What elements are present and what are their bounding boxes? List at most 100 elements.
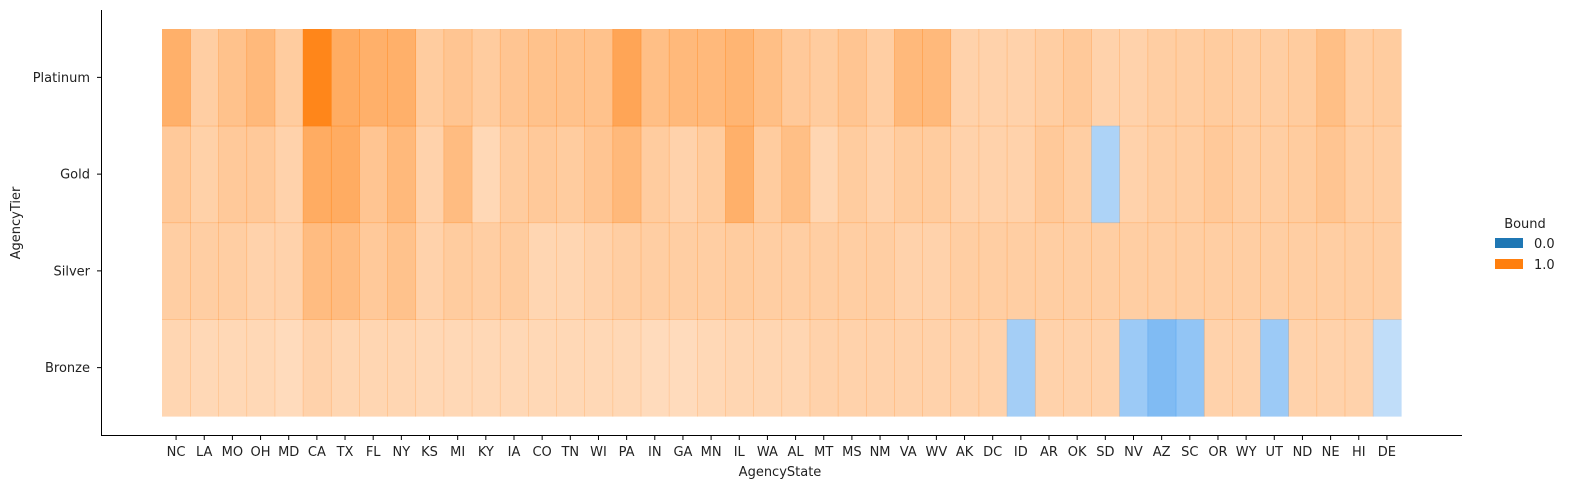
y-tick-label: Bronze	[45, 361, 90, 376]
heatmap-cell	[837, 319, 867, 417]
heatmap-cell	[302, 319, 332, 417]
heatmap-cell	[162, 222, 191, 320]
legend-swatch	[1495, 259, 1523, 269]
heatmap-cell	[1260, 319, 1289, 417]
heatmap-cell	[922, 222, 952, 320]
heatmap-cell	[471, 29, 501, 127]
heatmap-cell	[697, 222, 726, 320]
x-tick-label: DE	[1378, 445, 1396, 460]
heatmap-cell	[978, 319, 1008, 417]
heatmap-cell	[387, 29, 417, 127]
heatmap-cell	[218, 125, 248, 224]
heatmap-cell	[668, 319, 698, 417]
heatmap-cell	[359, 29, 388, 127]
heatmap-cell	[1063, 319, 1092, 417]
x-tick-label: MN	[701, 445, 722, 460]
heatmap-cell	[190, 125, 219, 224]
heatmap-cell	[978, 125, 1008, 224]
heatmap-cell	[950, 222, 980, 320]
heatmap-cell	[415, 29, 445, 127]
heatmap-cell	[697, 125, 726, 224]
heatmap-cell	[865, 222, 895, 320]
heatmap-cell	[978, 222, 1008, 320]
heatmap-cell	[1091, 319, 1121, 417]
heatmap-cell	[190, 319, 219, 417]
heatmap-cell	[471, 222, 501, 320]
heatmap-cell	[162, 29, 191, 127]
heatmap-cell	[809, 29, 839, 127]
x-tick-label: MT	[814, 445, 833, 460]
heatmap-cell	[274, 29, 304, 127]
heatmap-cell	[556, 125, 585, 224]
heatmap-cell	[190, 29, 219, 127]
heatmap-cell	[1175, 125, 1205, 224]
heatmap-cell	[499, 319, 529, 417]
heatmap-cell	[1232, 319, 1261, 417]
heatmap-cell	[865, 29, 895, 127]
heatmap-cell	[443, 319, 473, 417]
heatmap-cell	[640, 222, 670, 320]
x-tick-label: MO	[222, 445, 243, 460]
heatmap-cell	[190, 222, 219, 320]
x-tick-label: OR	[1208, 445, 1227, 460]
x-tick-label: SD	[1096, 445, 1114, 460]
heatmap-cell	[781, 222, 811, 320]
heatmap-cell	[1119, 222, 1149, 320]
heatmap-cell	[1260, 125, 1289, 224]
heatmap-cell	[978, 29, 1008, 127]
heatmap-cell	[302, 125, 332, 224]
heatmap-cell	[1344, 29, 1374, 127]
x-tick-label: LA	[196, 445, 213, 460]
x-tick-label: VA	[900, 445, 917, 460]
heatmap-cell	[1063, 125, 1092, 224]
heatmap-cell	[471, 125, 501, 224]
heatmap-cell	[1091, 222, 1121, 320]
y-axis-ticks: Platinum Gold Silver Bronze	[33, 71, 102, 376]
heatmap-cell	[1091, 125, 1121, 224]
heatmap-cell	[1034, 319, 1064, 417]
heatmap-cell	[330, 125, 360, 224]
heatmap-cell	[1372, 319, 1402, 417]
heatmap-cell	[1119, 125, 1149, 224]
heatmap-cell	[1260, 222, 1289, 320]
heatmap-cell	[950, 125, 980, 224]
heatmap-cell	[894, 125, 923, 224]
heatmap-cell	[499, 125, 529, 224]
heatmap-cell	[1147, 29, 1177, 127]
x-tick-label: NM	[870, 445, 891, 460]
heatmap-cell	[1316, 29, 1346, 127]
heatmap-cell	[1175, 222, 1205, 320]
heatmap-cell	[922, 29, 952, 127]
heatmap-cell	[274, 222, 304, 320]
heatmap-cell	[894, 222, 923, 320]
heatmap-cell	[922, 319, 952, 417]
legend-label: 0.0	[1534, 237, 1555, 252]
heatmap-cell	[274, 125, 304, 224]
heatmap-cell	[781, 319, 811, 417]
heatmap-cell	[1316, 319, 1346, 417]
heatmap-cell	[668, 222, 698, 320]
heatmap-cell	[1288, 319, 1318, 417]
heatmap-cell	[1203, 125, 1233, 224]
heatmap-cell	[1119, 319, 1149, 417]
x-tick-label: FL	[366, 445, 381, 460]
heatmap-cell	[1344, 125, 1374, 224]
x-tick-label: WY	[1236, 445, 1257, 460]
heatmap-cell	[950, 319, 980, 417]
heatmap-cell	[499, 222, 529, 320]
legend-swatch	[1495, 238, 1523, 248]
heatmap-cell	[1034, 29, 1064, 127]
heatmap-cell	[556, 319, 585, 417]
heatmap-cell	[528, 319, 557, 417]
heatmap-cell	[1091, 29, 1121, 127]
heatmap-cell	[1175, 319, 1205, 417]
heatmap-cell	[1372, 29, 1402, 127]
x-tick-label: TN	[560, 445, 579, 460]
y-axis-label: AgencyTier	[9, 186, 24, 259]
heatmap-cell	[1232, 125, 1261, 224]
heatmap-cell	[528, 29, 557, 127]
x-tick-label: OK	[1068, 445, 1087, 460]
x-tick-label: NC	[167, 445, 186, 460]
heatmap-cell	[528, 125, 557, 224]
x-tick-label: UT	[1266, 445, 1284, 460]
